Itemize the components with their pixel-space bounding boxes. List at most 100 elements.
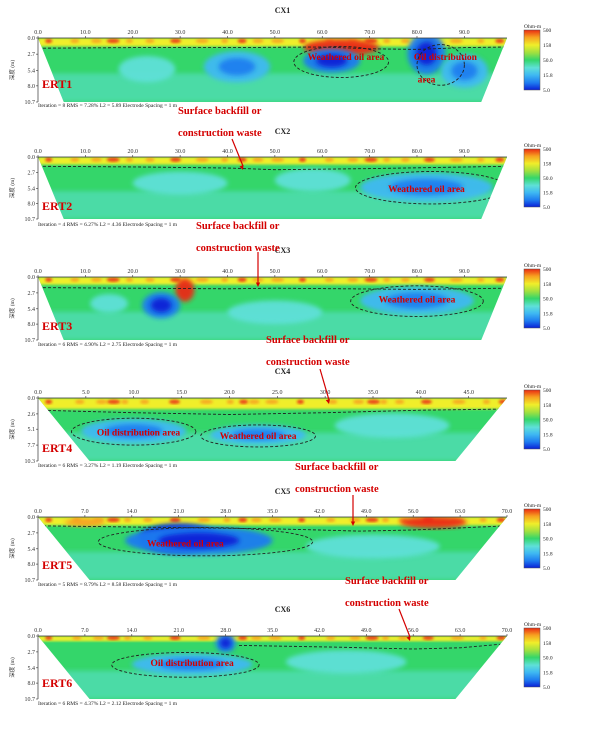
y-tick-label: 0.0 <box>28 36 36 42</box>
callout-line-2: construction waste <box>178 128 262 139</box>
colorbar-tick-label: 50.0 <box>543 537 553 543</box>
surface-anomaly <box>423 277 435 282</box>
y-tick-label: 0.0 <box>28 634 36 640</box>
surface-anomaly <box>365 636 379 641</box>
surface-anomaly <box>449 38 463 44</box>
surface-anomaly <box>72 636 82 641</box>
surface-anomaly <box>92 636 104 641</box>
surface-anomaly <box>328 399 338 405</box>
surface-anomaly <box>400 38 410 44</box>
y-tick-label: 10.7 <box>25 338 36 344</box>
surface-anomaly <box>381 517 389 523</box>
y-tick-label: 10.7 <box>25 100 36 106</box>
colorbar-tick-label: 5.0 <box>543 205 550 211</box>
zone-annotation: Weathered oil area <box>379 295 456 305</box>
y-axis-label: 深度 (m) <box>8 419 16 439</box>
surface-anomaly <box>496 636 506 641</box>
ert-profile-label: ERT1 <box>42 77 72 91</box>
ert-panel-3: CX3 0.0 10.0 20.0 30.0 40.0 50.0 60.0 70.0 80.0 90… <box>8 246 553 348</box>
ert-panel-1: CX1 0.0 10.0 20.0 30.0 40.0 50.0 60.0 70.0 80.0 90… <box>8 6 553 109</box>
ert-profile-label: ERT4 <box>42 441 72 455</box>
x-tick-label: 42.0 <box>314 509 325 515</box>
x-tick-label: 49.0 <box>361 628 372 634</box>
surface-anomaly <box>70 277 80 282</box>
colorbar-unit: Ohm-m <box>524 263 542 269</box>
surface-anomaly <box>420 399 432 405</box>
surface-anomaly <box>477 157 485 162</box>
surface-anomaly <box>143 517 153 523</box>
surface-anomaly <box>238 636 248 641</box>
x-tick-label: 0.0 <box>34 30 42 36</box>
colorbar-tick-label: 500 <box>543 388 552 394</box>
colorbar-tick-label: 158 <box>543 403 552 409</box>
colorbar-tick-label: 15.8 <box>543 191 553 197</box>
surface-anomaly <box>169 517 181 523</box>
ert-panel-2: CX2 0.0 10.0 20.0 30.0 40.0 50.0 60.0 70.0 80.0 90… <box>8 127 553 228</box>
colorbar-tick-label: 158 <box>543 522 552 528</box>
callout-arrow-head <box>325 399 330 404</box>
x-tick-label: 0.0 <box>34 509 42 515</box>
surface-anomaly <box>169 636 181 641</box>
backfill-callout: Surface backfill or construction waste <box>178 106 262 170</box>
surface-anomaly <box>479 636 487 641</box>
y-tick-label: 0.0 <box>28 155 36 161</box>
surface-anomaly <box>400 157 410 162</box>
inversion-stats: Iteration = 6 RMS = 4.90% L2 = 2.75 Elec… <box>38 342 178 348</box>
y-axis-label: 深度 (m) <box>8 657 16 677</box>
y-tick-label: 5.4 <box>28 666 36 672</box>
surface-anomaly <box>45 277 53 282</box>
surface-anomaly <box>349 636 361 641</box>
x-tick-label: 70.0 <box>364 149 375 155</box>
resistivity-anomaly <box>227 300 323 325</box>
zone-annotation: Weathered oil area <box>147 539 224 549</box>
y-tick-label: 0.0 <box>28 396 36 402</box>
resistivity-anomaly <box>285 650 407 674</box>
deep-layer <box>38 551 507 580</box>
y-tick-label: 0.0 <box>28 275 36 281</box>
surface-anomaly <box>106 277 120 282</box>
surface-anomaly <box>298 157 306 162</box>
colorbar-tick-label: 158 <box>543 641 552 647</box>
colorbar-unit: Ohm-m <box>524 24 542 30</box>
x-tick-label: 90.0 <box>459 30 470 36</box>
surface-anomaly <box>221 277 229 282</box>
backfill-boundary-line <box>38 408 507 415</box>
x-tick-label: 21.0 <box>173 628 184 634</box>
ert-panel-6: CX6 0.0 7.0 14.0 21.0 28.0 35.0 42.0 49.0 56.0 63.… <box>8 605 553 707</box>
surface-anomaly <box>482 399 490 405</box>
x-tick-label: 35.0 <box>267 628 278 634</box>
y-tick-label: 2.7 <box>28 291 36 297</box>
colorbar-gradient <box>523 508 541 569</box>
surface-anomaly <box>398 636 408 641</box>
resistivity-section <box>38 277 507 340</box>
y-tick-label: 8.0 <box>28 84 36 90</box>
surface-anomaly <box>237 38 247 44</box>
surface-anomaly <box>450 636 464 641</box>
y-tick-label: 5.1 <box>28 427 36 433</box>
surface-anomaly <box>106 157 120 162</box>
x-tick-label: 63.0 <box>455 509 466 515</box>
colorbar-gradient <box>523 268 541 329</box>
surface-anomaly <box>145 157 155 162</box>
x-tick-label: 10.0 <box>80 269 91 275</box>
callout-line-1: Surface backfill or <box>178 106 262 117</box>
surface-anomaly <box>124 636 132 641</box>
surface-anomaly <box>90 277 102 282</box>
surface-anomaly <box>353 399 365 405</box>
x-tick-label: 10.0 <box>80 149 91 155</box>
surface-anomaly <box>237 277 247 282</box>
surface-anomaly <box>324 277 334 282</box>
resistivity-anomaly <box>334 413 450 438</box>
inversion-stats: Iteration = 4 RMS = 6.27% L2 = 4.36 Elec… <box>38 222 178 228</box>
inversion-stats: Iteration = 6 RMS = 3.27% L2 = 1.19 Elec… <box>38 463 178 469</box>
x-tick-label: 90.0 <box>459 269 470 275</box>
surface-anomaly <box>170 157 182 162</box>
surface-anomaly <box>298 38 306 44</box>
resistivity-anomaly-core <box>104 424 163 438</box>
x-tick-label: 60.0 <box>317 30 328 36</box>
resistivity-anomaly-core <box>416 42 437 66</box>
y-tick-label: 10.7 <box>25 578 36 584</box>
colorbar-gradient <box>523 148 541 208</box>
y-axis-label: 深度 (m) <box>8 538 16 558</box>
